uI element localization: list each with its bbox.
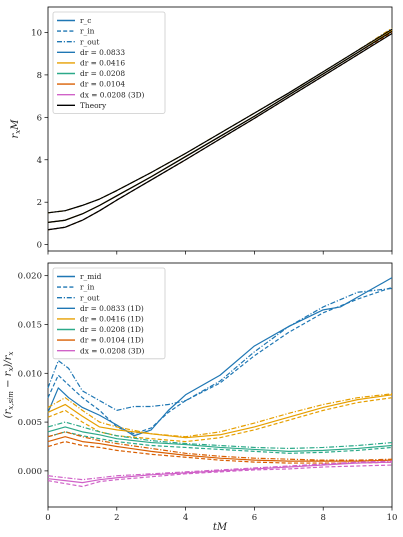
top-y-tick-label: 6	[37, 113, 42, 123]
top-axis-ticks: 0 2 4 6 8 10	[31, 28, 393, 255]
bottom-series-b3d_in	[47, 464, 393, 488]
top-legend-label: r_out	[80, 37, 99, 46]
bottom-y-tick-label: 0.020	[18, 272, 42, 282]
x-tick-label: 2	[114, 513, 119, 523]
bottom-legend-label: r_mid	[80, 272, 102, 281]
bottom-plot-area	[47, 262, 393, 508]
bottom-series-b104_in	[47, 441, 393, 464]
bottom-legend-label: dr = 0.0104 (1D)	[80, 336, 144, 345]
top-legend-label: dx = 0.0208 (3D)	[80, 90, 145, 99]
x-tick-label: 6	[252, 513, 257, 523]
bottom-series-b416_mid	[47, 394, 393, 439]
top-series-group	[47, 27, 393, 231]
bottom-series-b208_mid	[47, 426, 393, 452]
bottom-series-group	[47, 277, 393, 488]
bottom-y-tick-label: 0.010	[18, 369, 42, 379]
x-tick-label: 4	[183, 513, 188, 523]
bottom-series-b833_out	[47, 287, 393, 411]
top-y-tick-label: 0	[37, 241, 42, 251]
top-y-tick-label: 8	[37, 71, 42, 81]
bottom-legend-label: dx = 0.0208 (3D)	[80, 346, 145, 355]
bottom-series-b104_out	[47, 431, 393, 461]
bottom-y-tick-label: 0.015	[18, 320, 42, 330]
top-plot-area	[47, 6, 393, 252]
top-y-tick-label: 2	[37, 198, 42, 208]
bottom-legend-label: r_out	[80, 293, 99, 302]
top-legend-label: dr = 0.0104	[80, 80, 125, 89]
bottom-legend-box	[52, 267, 166, 360]
bottom-axis-ticks: 0 2 4 6 8 10 0.000 0.005 0.010 0.015 0.020	[18, 272, 398, 523]
x-axis-label: tM	[213, 522, 228, 533]
top-legend-label: r_in	[80, 27, 95, 36]
bottom-series-b3d_out	[47, 460, 393, 481]
bottom-y-tick-label: 0.005	[18, 418, 42, 428]
bottom-series-b416_out	[47, 393, 393, 438]
x-tick-label: 0	[45, 513, 50, 523]
top-y-tick-label: 10	[31, 28, 42, 38]
top-legend-label: dr = 0.0208	[80, 69, 125, 78]
top-legend-box	[52, 11, 166, 114]
bottom-series-b208_in	[47, 431, 393, 454]
top-series-theory_in	[47, 33, 393, 231]
x-tick-label: 8	[320, 513, 325, 523]
bottom-legend-label: dr = 0.0833 (1D)	[80, 304, 144, 313]
bottom-y-axis-label: (rx,sim − rx)/rx	[3, 352, 15, 419]
top-y-axis-label: rxM	[10, 119, 22, 139]
bottom-series-b416_in	[47, 397, 393, 443]
bottom-series-b208_out	[47, 421, 393, 450]
bottom-series-b3d_mid	[47, 461, 393, 484]
top-legend-label: Theory	[80, 101, 107, 110]
top-legend-label: dr = 0.0416	[80, 59, 125, 68]
top-series-theory_out	[47, 28, 393, 214]
top-y-tick-label: 4	[37, 156, 42, 166]
top-series-theory_c	[47, 30, 393, 223]
bottom-series-b833_in	[47, 286, 393, 435]
bottom-legend-label: dr = 0.0416 (1D)	[80, 315, 144, 324]
bottom-legend-label: r_in	[80, 283, 95, 292]
bottom-legend-label: dr = 0.0208 (1D)	[80, 325, 144, 334]
top-legend-label: r_c	[80, 16, 91, 25]
x-tick-label: 10	[387, 513, 398, 523]
bottom-y-tick-label: 0.000	[18, 467, 42, 477]
top-legend-label: dr = 0.0833	[80, 48, 125, 57]
bottom-series-b104_mid	[47, 436, 393, 462]
